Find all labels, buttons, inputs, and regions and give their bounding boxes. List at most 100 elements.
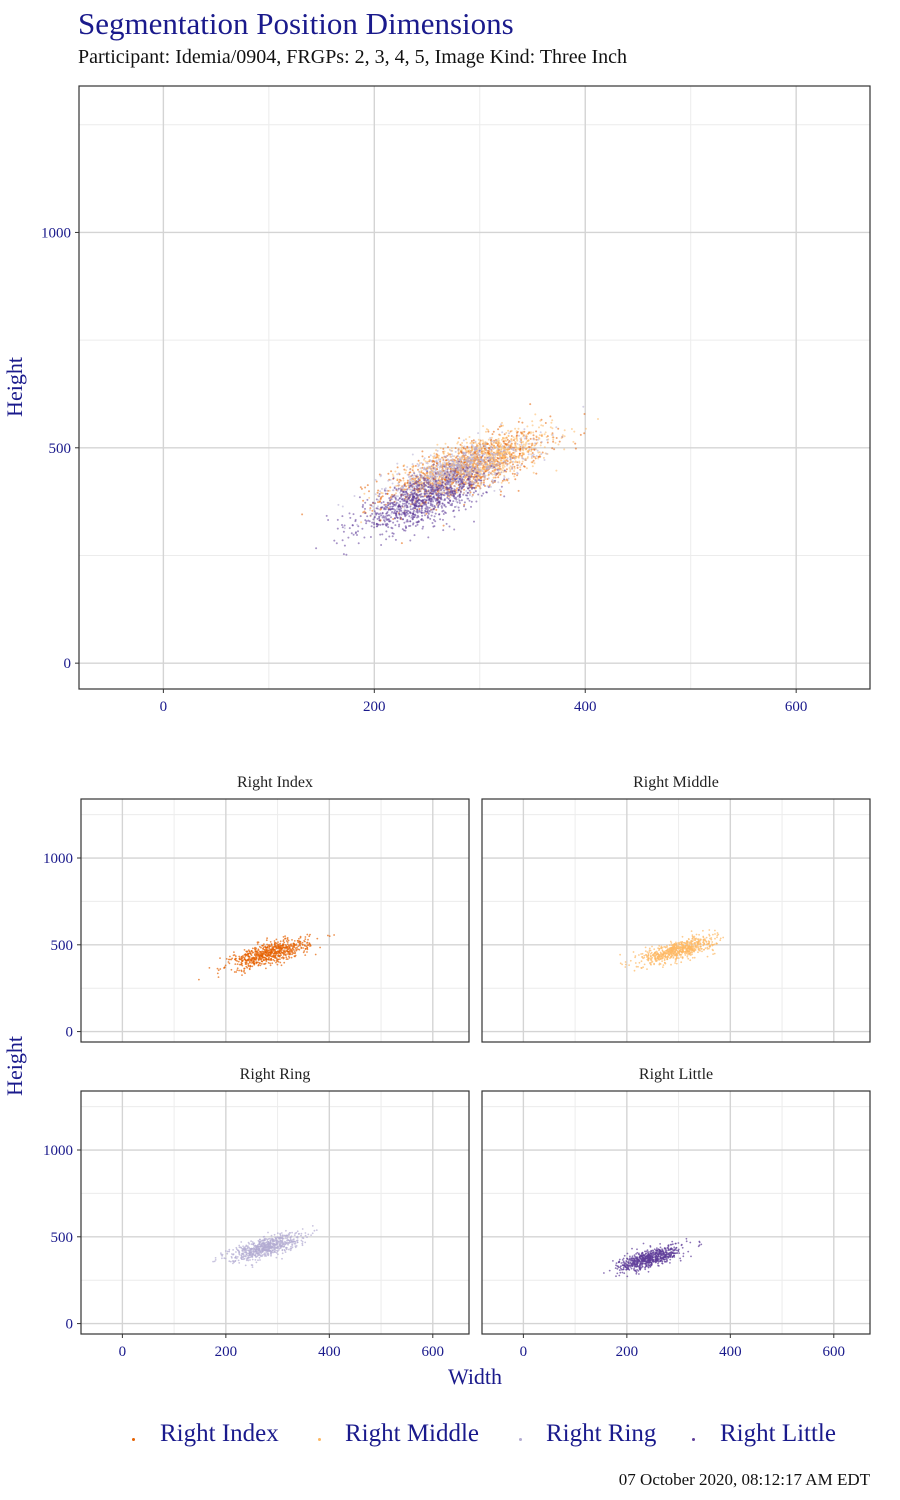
data-point [251,959,253,962]
data-point [501,445,504,448]
data-point [502,436,505,439]
data-point [402,494,405,497]
data-point [469,476,472,478]
data-point [247,952,250,955]
data-point [514,440,517,443]
data-point [532,438,535,441]
data-point [431,490,434,493]
data-point [506,438,509,441]
data-point [494,441,497,444]
data-point [409,475,412,478]
data-point [458,502,461,504]
data-point [366,515,369,518]
data-point [291,939,293,941]
data-point [681,935,684,938]
data-point [500,448,503,451]
data-point [284,935,286,937]
data-point [475,500,478,503]
data-point [648,947,651,950]
data-point [498,465,501,468]
data-point [245,962,247,964]
data-point [396,462,399,465]
data-point [661,949,664,952]
data-point [273,952,276,955]
data-point [451,471,454,474]
data-point [523,446,526,449]
data-point [347,536,350,539]
data-point [574,442,577,445]
data-point [401,505,404,507]
data-point [416,463,419,465]
data-point [518,447,520,450]
data-point [453,515,456,518]
data-point [453,490,456,493]
data-point [664,961,666,964]
data-point [643,954,646,957]
data-point [498,457,501,460]
data-point [478,456,481,459]
data-point [405,482,407,485]
data-point [412,516,415,519]
data-point [540,453,543,455]
data-point [497,474,500,477]
data-point [524,444,527,447]
data-point [286,953,289,955]
data-point [473,487,476,489]
data-point [389,486,392,489]
data-point [658,947,661,950]
data-point [359,486,362,489]
data-point [390,498,393,501]
data-point [364,501,367,504]
data-point [506,450,509,453]
data-point [453,455,456,458]
data-point [400,493,403,496]
data-point [433,489,436,492]
data-point [478,469,481,472]
data-point [457,506,460,509]
data-point [460,479,463,482]
data-point [257,948,260,951]
data-point [499,468,502,471]
data-point [492,448,495,450]
data-point [301,513,304,516]
data-point [427,481,430,484]
data-point [409,505,412,508]
data-point [509,468,512,471]
data-point [459,469,462,472]
data-point [425,488,427,491]
data-point [431,484,434,487]
data-point [473,520,475,523]
data-point [653,963,655,966]
data-point [412,489,414,492]
data-point [511,465,514,468]
data-point [485,491,488,494]
data-point [486,467,489,470]
data-point [380,544,383,546]
data-point [303,950,306,952]
data-point [511,468,514,471]
data-point [468,494,471,497]
data-point [696,938,699,940]
data-point [273,943,276,945]
data-point [473,465,476,468]
data-point [507,429,510,432]
data-point [469,442,472,445]
data-point [417,502,420,505]
data-point [253,957,256,959]
data-point [406,500,408,503]
data-point [448,496,451,499]
data-point [376,512,379,515]
data-point [419,474,422,477]
data-point [662,966,664,968]
data-point [467,456,470,459]
y-tick-label: 0 [64,656,72,672]
data-point [345,553,348,556]
data-point [279,952,282,955]
data-point [412,503,415,505]
data-point [357,530,359,533]
data-point [306,946,309,949]
data-point [546,438,549,441]
data-point [474,448,477,451]
data-point [393,503,396,506]
data-point [462,465,465,468]
